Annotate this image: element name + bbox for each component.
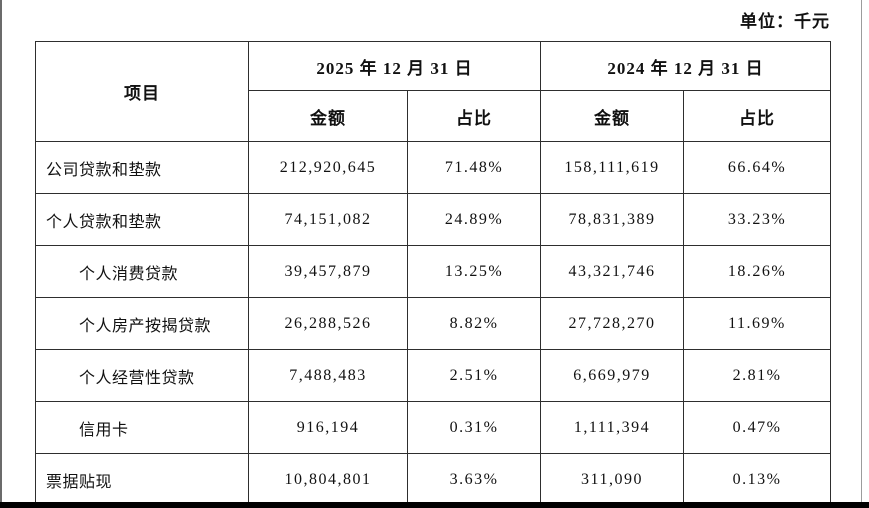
table-row: 信用卡 916,194 0.31% 1,111,394 0.47% [35,401,831,454]
row-item-label: 个人房产按揭贷款 [35,297,249,350]
table-body: 公司贷款和垫款 212,920,645 71.48% 158,111,619 66.64… [35,141,831,508]
col-header-amount-2025: 金额 [248,90,408,142]
table-row: 个人经营性贷款 7,488,483 2.51% 6,669,979 2.81% [35,349,831,402]
table-header: 项目 2025 年 12 月 31 日 2024 年 12 月 31 日 金额 … [35,41,831,142]
cell-amount-2025: 39,457,879 [248,245,408,298]
row-item-label: 信用卡 [35,401,249,454]
cell-ratio-2024: 11.69% [683,297,831,350]
cell-ratio-2025: 8.82% [407,297,541,350]
cell-ratio-2025: 0.31% [407,401,541,454]
cell-ratio-2024: 33.23% [683,193,831,246]
cell-ratio-2024: 18.26% [683,245,831,298]
table-row: 个人消费贷款 39,457,879 13.25% 43,321,746 18.26% [35,245,831,298]
cell-ratio-2025: 24.89% [407,193,541,246]
loans-breakdown-table: 项目 2025 年 12 月 31 日 2024 年 12 月 31 日 金额 … [35,41,831,508]
col-header-ratio-2025: 占比 [407,90,541,142]
row-item-label: 个人消费贷款 [35,245,249,298]
unit-label: 单位：千元 [740,12,830,31]
cell-amount-2024: 43,321,746 [540,245,684,298]
row-item-label: 票据贴现 [35,453,249,506]
table-row: 个人房产按揭贷款 26,288,526 8.82% 27,728,270 11.69% [35,297,831,350]
col-header-amount-2024: 金额 [540,90,684,142]
cell-amount-2024: 78,831,389 [540,193,684,246]
col-header-period-2024: 2024 年 12 月 31 日 [540,41,831,91]
cell-ratio-2025: 3.63% [407,453,541,506]
cell-ratio-2025: 2.51% [407,349,541,402]
cell-amount-2025: 916,194 [248,401,408,454]
window-right-border [861,0,862,508]
cell-amount-2025: 26,288,526 [248,297,408,350]
cell-ratio-2024: 0.13% [683,453,831,506]
bottom-black-bar [0,502,869,508]
row-item-label: 个人贷款和垫款 [35,193,249,246]
col-header-period-2025: 2025 年 12 月 31 日 [248,41,541,91]
cell-amount-2024: 6,669,979 [540,349,684,402]
col-header-item: 项目 [35,41,249,142]
row-item-label: 公司贷款和垫款 [35,141,249,194]
cell-amount-2025: 7,488,483 [248,349,408,402]
col-header-ratio-2024: 占比 [683,90,831,142]
cell-amount-2024: 158,111,619 [540,141,684,194]
cell-ratio-2024: 2.81% [683,349,831,402]
cell-amount-2025: 212,920,645 [248,141,408,194]
cell-amount-2025: 74,151,082 [248,193,408,246]
header-row-measures: 金额 占比 金额 占比 [36,90,831,142]
window-left-border [0,0,2,508]
table-row: 票据贴现 10,804,801 3.63% 311,090 0.13% [35,453,831,506]
header-row-periods: 项目 2025 年 12 月 31 日 2024 年 12 月 31 日 [35,41,831,142]
cell-amount-2025: 10,804,801 [248,453,408,506]
table-row: 公司贷款和垫款 212,920,645 71.48% 158,111,619 66.64… [35,141,831,194]
cell-ratio-2024: 66.64% [683,141,831,194]
cell-ratio-2025: 71.48% [407,141,541,194]
row-item-label: 个人经营性贷款 [35,349,249,402]
table-row: 个人贷款和垫款 74,151,082 24.89% 78,831,389 33.23% [35,193,831,246]
cell-amount-2024: 27,728,270 [540,297,684,350]
cell-amount-2024: 1,111,394 [540,401,684,454]
cell-amount-2024: 311,090 [540,453,684,506]
cell-ratio-2025: 13.25% [407,245,541,298]
cell-ratio-2024: 0.47% [683,401,831,454]
